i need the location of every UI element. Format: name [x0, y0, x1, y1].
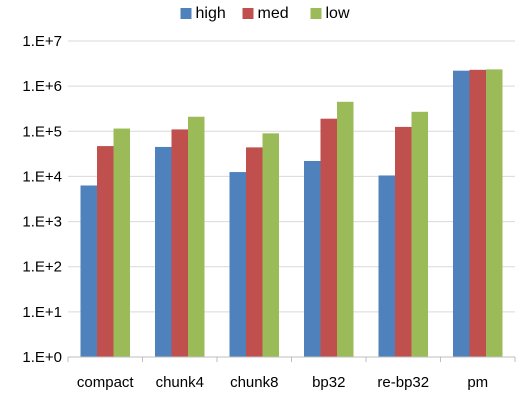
- y-tick-label: 1.E+7: [22, 33, 62, 50]
- y-tick-label: 1.E+4: [22, 168, 62, 185]
- bar-low-bp32: [337, 101, 354, 357]
- bar-high-pm: [453, 70, 470, 357]
- bar-high-compact: [80, 185, 97, 357]
- legend-label-low: low: [326, 5, 350, 22]
- bar-high-chunk8: [229, 172, 246, 357]
- x-category-label: pm: [467, 374, 488, 391]
- bar-med-re-bp32: [395, 126, 412, 357]
- x-category-label: compact: [77, 374, 135, 391]
- y-tick-label: 1.E+1: [22, 304, 62, 321]
- bar-med-compact: [97, 146, 114, 357]
- bar-low-chunk4: [188, 116, 205, 358]
- bar-med-chunk4: [171, 129, 188, 357]
- bar-med-bp32: [320, 118, 337, 357]
- legend-swatch-med: [242, 8, 254, 19]
- x-axis-category-labels: compact chunk4 chunk8 bp32 re-bp32 pm: [77, 374, 488, 391]
- bar-low-re-bp32: [411, 111, 428, 358]
- legend: high med low: [180, 5, 350, 22]
- bar-low-compact: [113, 128, 130, 357]
- y-tick-label: 1.E+2: [22, 259, 62, 276]
- legend-label-high: high: [196, 5, 226, 22]
- x-axis: [67, 356, 516, 362]
- y-gridlines: [68, 40, 515, 358]
- x-category-label: chunk8: [230, 374, 278, 391]
- y-tick-label: 1.E+5: [22, 123, 62, 140]
- bar-high-re-bp32: [378, 175, 395, 357]
- y-tick-label: 1.E+0: [22, 349, 62, 366]
- legend-swatch-low: [310, 8, 322, 19]
- bar-low-chunk8: [262, 133, 279, 357]
- y-tick-label: 1.E+3: [22, 214, 62, 231]
- x-category-label: chunk4: [156, 374, 204, 391]
- bar-high-bp32: [304, 160, 321, 357]
- bar-low-pm: [486, 69, 503, 358]
- legend-label-med: med: [258, 5, 289, 22]
- x-category-label: re-bp32: [377, 374, 429, 391]
- y-tick-label: 1.E+6: [22, 78, 62, 95]
- y-axis-tick-labels: 1.E+0 1.E+1 1.E+2 1.E+3 1.E+4 1.E+5 1.E+6 1.E+7: [22, 33, 62, 366]
- bars: [80, 69, 503, 358]
- bar-med-pm: [469, 69, 486, 358]
- x-category-label: bp32: [312, 374, 345, 391]
- bar-med-chunk8: [246, 147, 263, 357]
- bar-high-chunk4: [155, 146, 172, 357]
- legend-swatch-high: [180, 8, 192, 19]
